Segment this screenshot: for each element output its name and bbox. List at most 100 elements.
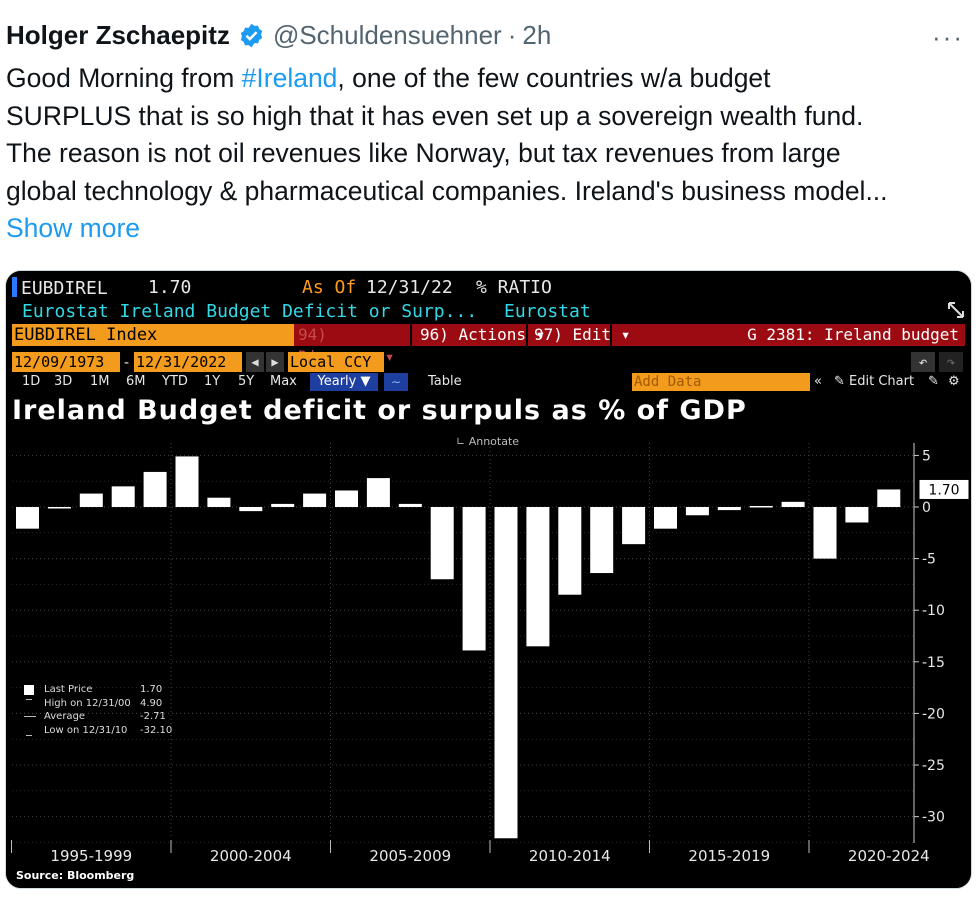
x-period-label: 2010-2014 [529, 847, 611, 865]
description-row: Eurostat Ireland Budget Deficit or Surp.… [22, 301, 591, 322]
y-tick-label: 0 [922, 500, 931, 516]
last-value-box [918, 478, 970, 500]
period-1d[interactable]: 1D [22, 374, 41, 389]
bar [717, 507, 741, 511]
menu-divider [610, 324, 612, 346]
series-description: Eurostat Ireland Budget Deficit or Surp.… [22, 301, 478, 322]
frequency-select[interactable]: Yearly ▼ [310, 373, 378, 391]
y-tick-label: -10 [922, 603, 945, 619]
as-of-label: As Of [302, 277, 357, 298]
last-value: 1.70 [148, 277, 192, 298]
bar [590, 507, 614, 574]
currency-select[interactable]: Local CCY [288, 352, 384, 372]
legend-value: -32.10 [140, 724, 173, 736]
bar [143, 471, 167, 507]
bar [462, 507, 486, 651]
y-tick-label: -25 [922, 758, 945, 774]
end-date-field[interactable]: 12/31/2022 [134, 352, 242, 372]
undo-icon[interactable]: ↶ [911, 352, 935, 372]
table-button[interactable]: Table [428, 374, 462, 389]
bloomberg-terminal-screenshot: EUBDIREL 1.70 As Of 12/31/22 % RATIO Eur… [6, 271, 971, 888]
legend-name: Low on 12/31/10 [44, 724, 128, 736]
period-1y[interactable]: 1Y [204, 374, 221, 389]
legend-value: 1.70 [140, 684, 163, 695]
bar [622, 507, 646, 545]
bar [47, 507, 71, 509]
period-5y[interactable]: 5Y [238, 374, 255, 389]
ticker-row: EUBDIREL 1.70 As Of 12/31/22 % RATIO [6, 277, 971, 299]
bar [685, 507, 709, 516]
ticker-symbol: EUBDIREL [12, 277, 108, 299]
gear-icon[interactable]: ⚙ [948, 374, 960, 389]
tweet-line-3: The reason is not oil revenues like Norw… [6, 138, 841, 169]
bar [654, 507, 677, 529]
author-handle[interactable]: @Schuldensuehner [272, 19, 502, 50]
more-options-icon[interactable]: ··· [932, 22, 964, 52]
period-1m[interactable]: 1M [90, 374, 110, 389]
redo-icon[interactable]: ↷ [939, 352, 963, 372]
x-period-label: 2005-2009 [369, 847, 451, 865]
x-period-label: 2000-2004 [210, 847, 292, 865]
hashtag-link[interactable]: #Ireland [241, 63, 338, 93]
y-tick-label: -20 [922, 706, 945, 722]
period-3d[interactable]: 3D [54, 374, 73, 389]
x-period-label: 2015-2019 [688, 847, 770, 865]
legend-high-marker [26, 698, 32, 709]
bar [526, 507, 550, 647]
add-data-input[interactable]: Add Data [632, 373, 810, 391]
bar [79, 493, 103, 507]
bar [239, 507, 263, 512]
text-segment: , one of the few countries w/a budget [337, 63, 771, 93]
bar [494, 507, 518, 839]
expand-window-icon[interactable] [947, 301, 965, 319]
legend-average-marker [24, 716, 36, 717]
line-chart-icon[interactable]: ∼ [384, 373, 408, 391]
chart-title: Ireland Budget deficit or surpuls as % o… [12, 395, 747, 426]
bar [271, 503, 295, 507]
legend-name: Average [44, 711, 86, 722]
chart-source: Source: Bloomberg [16, 869, 135, 882]
tweet-time[interactable]: 2h [522, 19, 552, 50]
annotate-button[interactable]: ∟ Annotate [456, 435, 520, 448]
annotate-label: Annotate [468, 435, 520, 448]
edit-menu[interactable]: 97) Edit ▾ [534, 325, 631, 344]
edit-chart-button[interactable]: ✎ Edit Chart [834, 374, 915, 389]
tweet-media-image[interactable]: EUBDIREL 1.70 As Of 12/31/22 % RATIO Eur… [5, 270, 972, 889]
bar [175, 456, 199, 507]
y-tick-label: -30 [922, 810, 945, 826]
collapse-icon[interactable]: « [814, 374, 822, 389]
text-segment: Good Morning from [6, 63, 242, 93]
chevron-left-icon[interactable]: ◀ [246, 352, 264, 372]
period-6m[interactable]: 6M [126, 374, 146, 389]
actions-menu[interactable]: 96) Actions ▾ [420, 325, 546, 344]
bar [16, 507, 39, 529]
bar [877, 489, 901, 507]
bar [749, 505, 773, 508]
x-period-label: 1995-1999 [50, 847, 132, 865]
chevron-right-icon[interactable]: ▶ [266, 352, 284, 372]
chart-style-icon[interactable]: ✎ [928, 374, 939, 389]
tweet-line-1: Good Morning from #Ireland, one of the f… [6, 60, 980, 98]
period-max[interactable]: Max [270, 374, 297, 389]
show-more-link[interactable]: Show more [6, 213, 141, 244]
y-tick-label: 5 [922, 448, 931, 464]
bar [813, 507, 837, 559]
legend-value: -2.71 [140, 711, 166, 722]
bar [398, 503, 422, 507]
author-name[interactable]: Holger Zschaepitz [6, 19, 230, 50]
bar [781, 501, 805, 507]
separator-dot: · [507, 19, 517, 50]
period-ytd[interactable]: YTD [162, 374, 188, 389]
date-dash: - [122, 353, 132, 371]
index-name[interactable]: EUBDIREL Index [12, 324, 294, 346]
series-source: Eurostat [504, 301, 591, 322]
bar [335, 490, 358, 507]
start-date-field[interactable]: 12/09/1973 [12, 352, 120, 372]
y-tick-label: -5 [922, 552, 936, 568]
legend-name: High on 12/31/00 [44, 697, 131, 709]
date-range-row: 12/09/1973 - 12/31/2022 ◀ ▶ Local CCY ↶ … [12, 352, 965, 372]
tweet-header: Holger Zschaepitz @Schuldensuehner · 2h [6, 18, 551, 52]
last-value-label: 1.70 [928, 482, 959, 498]
period-toolbar: 1D 3D 1M 6M YTD 1Y 5Y Max Yearly ▼ ∼ Tab… [12, 373, 965, 391]
menu-divider [526, 324, 528, 346]
